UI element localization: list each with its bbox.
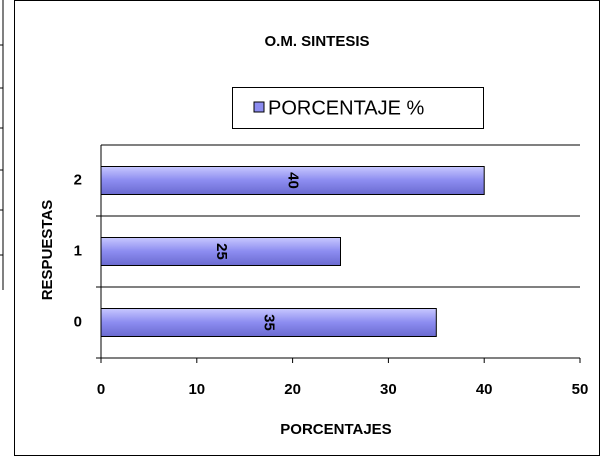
bar: [100, 237, 341, 266]
x-tick-label: 40: [476, 381, 493, 398]
data-label: 25: [213, 243, 230, 260]
data-label: 40: [285, 172, 302, 189]
bar: [100, 166, 485, 195]
y-tick-label: 0: [74, 313, 82, 330]
x-tick-label: 30: [380, 381, 397, 398]
left-fragment: [0, 0, 4, 290]
x-tick-label: 0: [97, 381, 105, 398]
legend-swatch: [253, 101, 265, 113]
data-label: 35: [261, 314, 278, 331]
legend-label: PORCENTAJE %: [268, 97, 425, 119]
y-axis-label: RESPUESTAS: [39, 200, 56, 301]
x-axis-label: PORCENTAJES: [280, 421, 391, 438]
x-tick-label: 10: [188, 381, 205, 398]
chart-title: O.M. SINTESIS: [264, 33, 369, 50]
frame: [14, 0, 600, 456]
y-tick-label: 2: [74, 171, 82, 188]
y-tick-label: 1: [74, 242, 82, 259]
x-tick-label: 50: [572, 381, 589, 398]
bar: [100, 308, 437, 337]
legend: [232, 87, 484, 129]
x-tick-label: 20: [284, 381, 301, 398]
